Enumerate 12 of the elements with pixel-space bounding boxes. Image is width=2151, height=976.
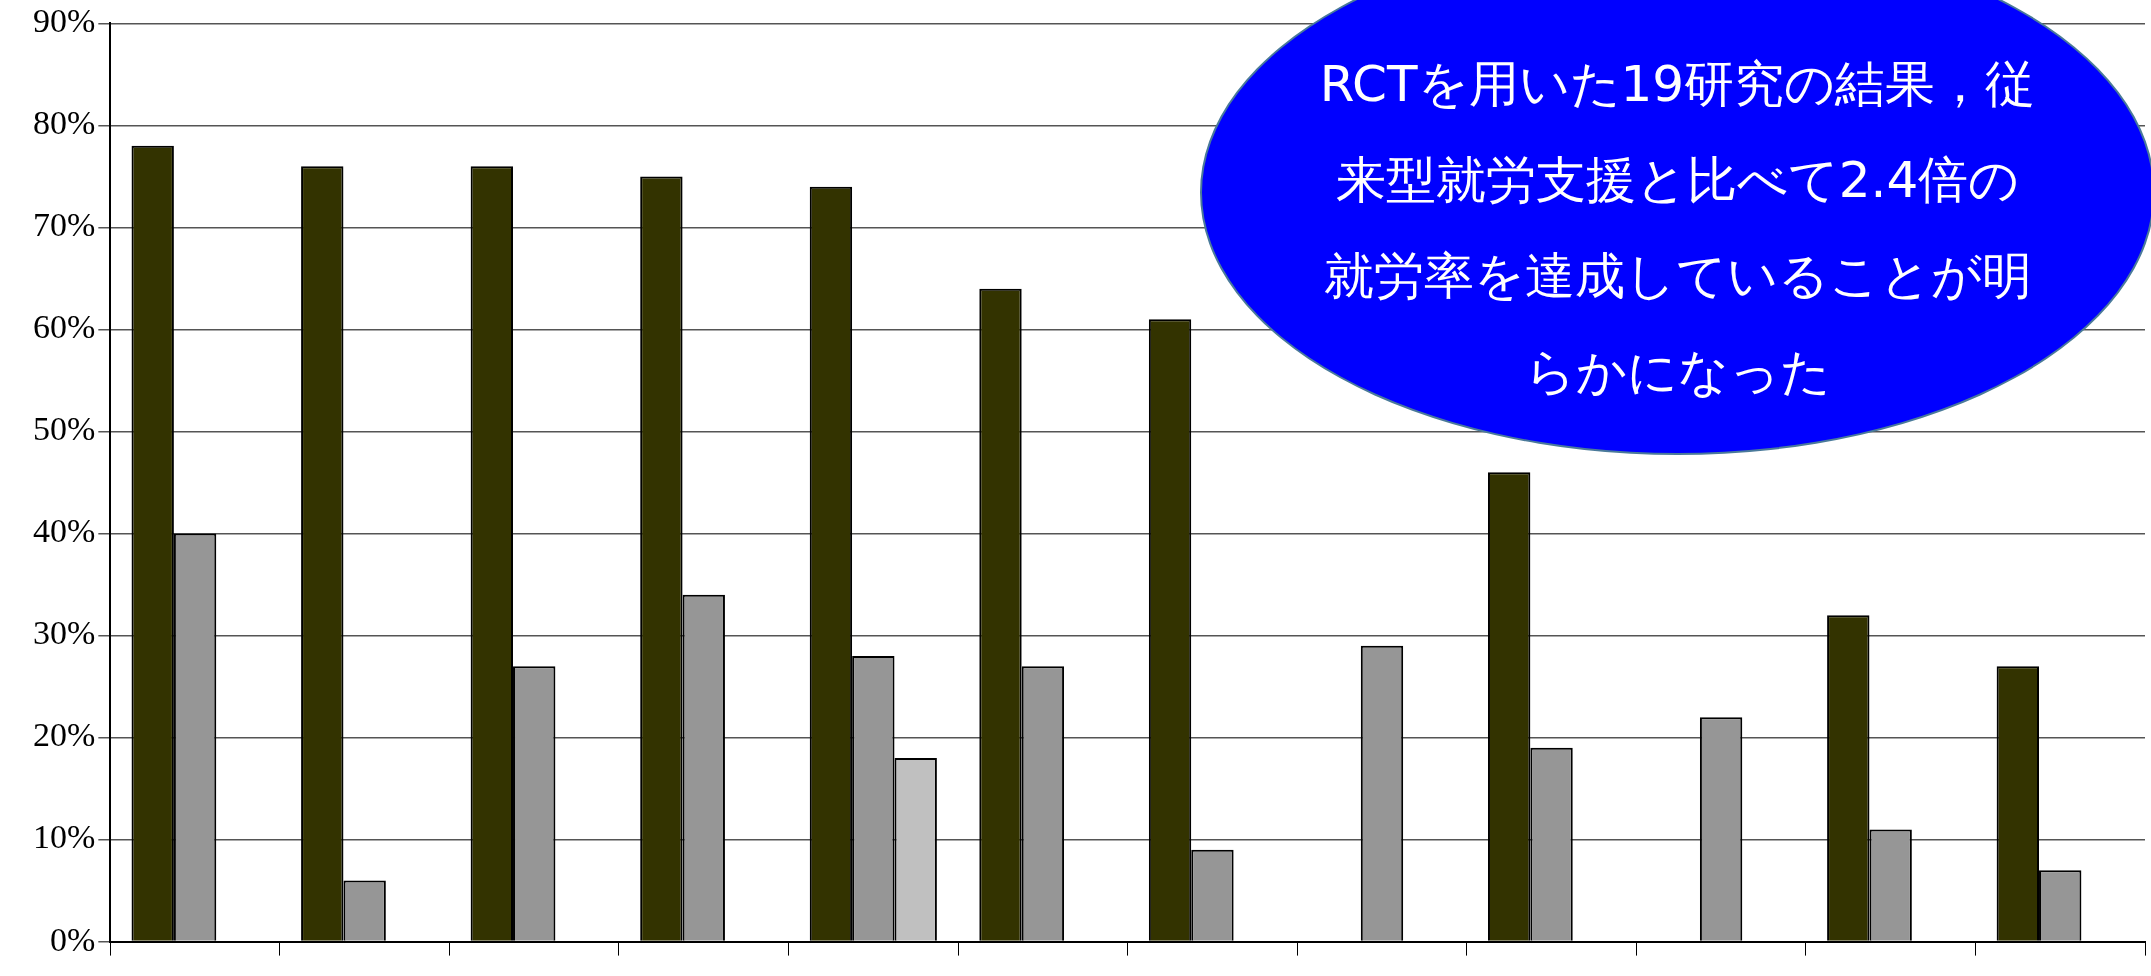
callout-ellipse: RCTを用いた19研究の結果，従来型就労支援と比べて2.4倍の就労率を達成していることが明らかになった bbox=[1200, 0, 2151, 455]
y-tick-label: 0% bbox=[49, 920, 96, 958]
y-tick-label: 30% bbox=[32, 614, 96, 652]
y-tick-label: 80% bbox=[32, 104, 96, 142]
y-tick-label: 40% bbox=[32, 512, 96, 550]
y-tick-label: 50% bbox=[32, 410, 96, 448]
y-tick-label: 20% bbox=[32, 716, 96, 754]
y-tick-label: 10% bbox=[32, 818, 96, 856]
annotation: RCTを用いた19研究の結果，従来型就労支援と比べて2.4倍の就労率を達成していることが明らかになった bbox=[1318, 53, 2037, 403]
y-tick-label: 60% bbox=[32, 308, 96, 346]
y-tick-label: 90% bbox=[32, 2, 96, 40]
y-tick-label: 70% bbox=[32, 206, 96, 244]
